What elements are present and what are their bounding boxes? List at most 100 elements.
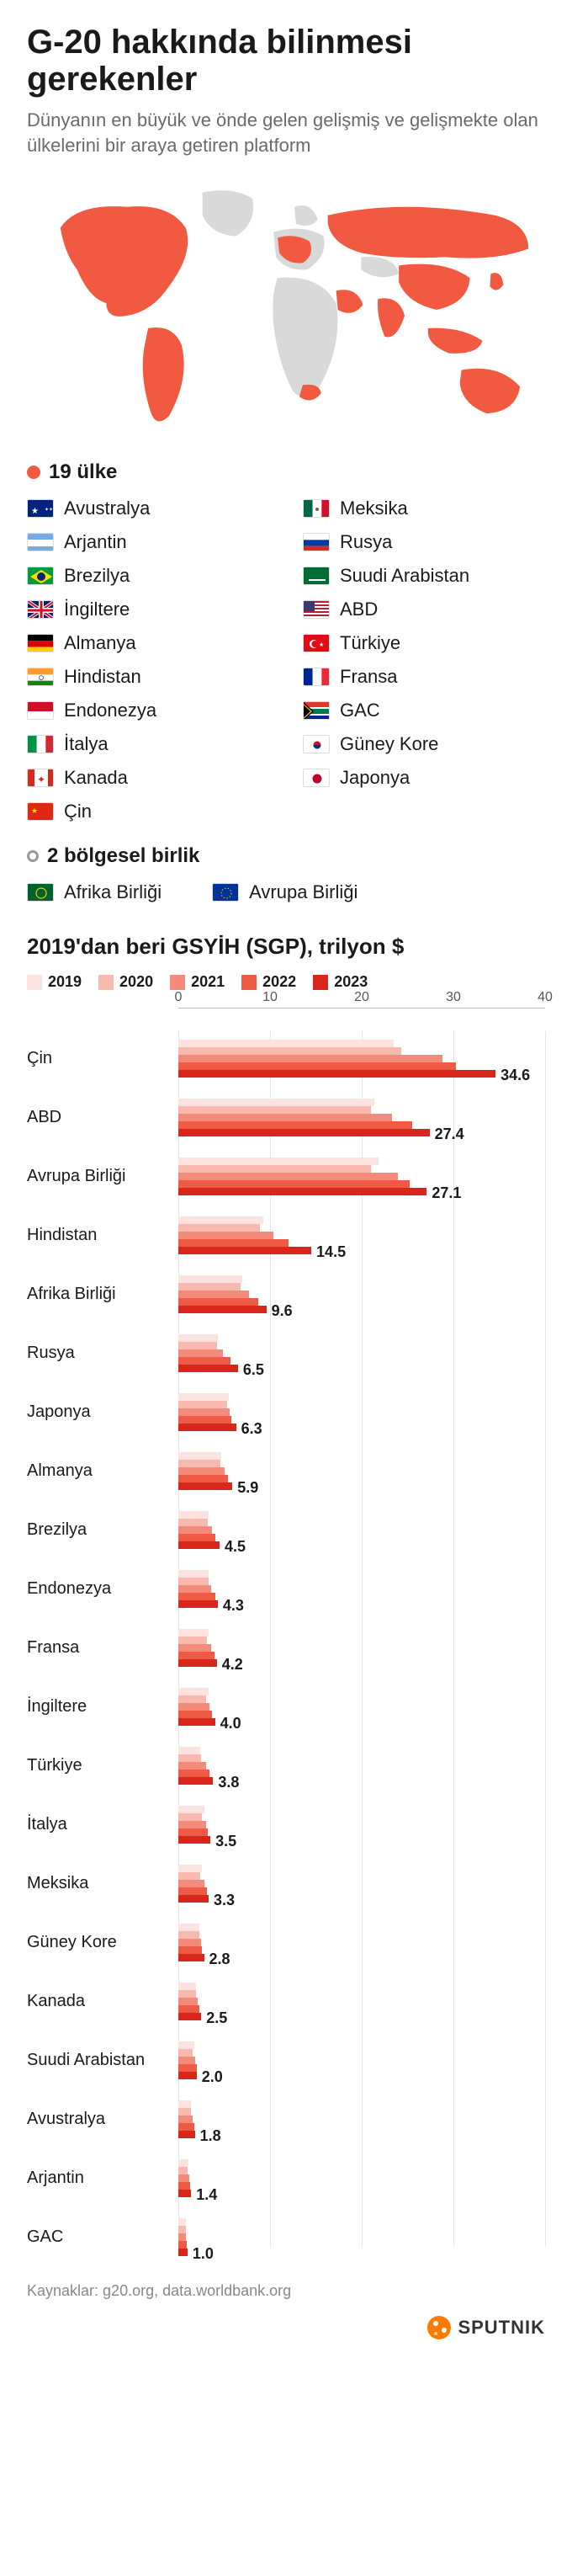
bar xyxy=(178,1541,220,1549)
bar xyxy=(178,2041,194,2049)
union-item: Avrupa Birliği xyxy=(212,881,358,903)
bar xyxy=(178,1401,227,1408)
row-label: ABD xyxy=(27,1108,178,1127)
svg-text:★: ★ xyxy=(31,806,38,815)
row-bars: 14.5 xyxy=(178,1216,545,1253)
row-label: Rusya xyxy=(27,1344,178,1363)
chart-row: Çin34.6 xyxy=(27,1040,545,1077)
row-bars: 2.8 xyxy=(178,1924,545,1961)
bar xyxy=(178,1887,207,1895)
country-name: Çin xyxy=(64,801,92,822)
chart-row: Japonya6.3 xyxy=(27,1393,545,1430)
bar xyxy=(178,1983,196,1990)
row-bars: 1.4 xyxy=(178,2159,545,2196)
country-name: Brezilya xyxy=(64,565,130,587)
bar xyxy=(178,1165,371,1173)
country-name: İtalya xyxy=(64,733,109,755)
row-label: Afrika Birliği xyxy=(27,1285,178,1304)
year-label: 2021 xyxy=(191,973,225,991)
countries-legend: 19 ülke xyxy=(27,460,545,484)
country-name: GAC xyxy=(340,700,380,721)
row-bars: 4.0 xyxy=(178,1688,545,1725)
flag-icon xyxy=(303,701,330,720)
row-bars: 6.5 xyxy=(178,1334,545,1371)
year-label: 2019 xyxy=(48,973,82,991)
chart-row: Kanada2.5 xyxy=(27,1983,545,2020)
year-legend-item: 2019 xyxy=(27,973,82,991)
bar xyxy=(178,1747,200,1754)
chart-row: İngiltere4.0 xyxy=(27,1688,545,1725)
country-grid: ★✦✦AvustralyaMeksikaArjantinRusyaBrezily… xyxy=(27,498,545,822)
row-label: İngiltere xyxy=(27,1697,178,1716)
bar xyxy=(178,1452,221,1460)
bar-value: 3.3 xyxy=(214,1892,235,1909)
sputnik-icon xyxy=(427,2316,451,2339)
bar xyxy=(178,2190,191,2197)
chart-row: Türkiye3.8 xyxy=(27,1747,545,1784)
country-name: Japonya xyxy=(340,767,410,789)
row-label: Almanya xyxy=(27,1461,178,1481)
brand-logo: SPUTNIK xyxy=(427,2316,545,2339)
bar xyxy=(178,1055,442,1062)
bar xyxy=(178,1688,209,1695)
bar xyxy=(178,1232,273,1239)
flag-icon: ★ xyxy=(27,802,54,821)
bar xyxy=(178,1629,209,1637)
row-label: Türkiye xyxy=(27,1756,178,1775)
country-name: Güney Kore xyxy=(340,733,438,755)
bar xyxy=(178,1585,211,1593)
chart-row: Avustralya1.8 xyxy=(27,2100,545,2137)
bar xyxy=(178,1939,201,1946)
bar xyxy=(178,2182,190,2190)
country-item: ✦Kanada xyxy=(27,767,269,789)
bar-value: 3.8 xyxy=(218,1774,239,1791)
flag-icon xyxy=(27,883,54,902)
bar xyxy=(178,1924,199,1931)
country-item: Meksika xyxy=(303,498,545,519)
flag-icon xyxy=(27,735,54,753)
axis-tick: 10 xyxy=(262,990,278,1005)
bar xyxy=(178,1711,212,1718)
sources-text: Kaynaklar: g20.org, data.worldbank.org xyxy=(27,2281,545,2302)
row-label: Hindistan xyxy=(27,1226,178,1245)
bar xyxy=(178,1828,208,1836)
bar xyxy=(178,1467,225,1475)
country-name: Avustralya xyxy=(64,498,150,519)
country-name: Kanada xyxy=(64,767,128,789)
unions-legend-label: 2 bölgesel birlik xyxy=(47,844,199,868)
bar xyxy=(178,2108,191,2116)
flag-icon xyxy=(27,701,54,720)
bar xyxy=(178,1099,374,1106)
bar xyxy=(178,1593,215,1600)
country-name: Rusya xyxy=(340,531,392,553)
legend-dot-icon xyxy=(27,850,39,862)
bar xyxy=(178,1216,263,1224)
row-label: Arjantin xyxy=(27,2169,178,2188)
bar xyxy=(178,1872,200,1880)
country-name: Fransa xyxy=(340,666,397,688)
bar xyxy=(178,2123,194,2131)
country-name: Suudi Arabistan xyxy=(340,565,469,587)
flag-icon xyxy=(303,668,330,686)
bar xyxy=(178,1777,213,1785)
year-label: 2020 xyxy=(119,973,153,991)
chart-row: Rusya6.5 xyxy=(27,1334,545,1371)
bar xyxy=(178,2072,197,2079)
bar xyxy=(178,1570,209,1578)
bar xyxy=(178,1070,495,1078)
bar-value: 1.0 xyxy=(193,2245,214,2263)
country-name: Arjantin xyxy=(64,531,127,553)
row-label: Meksika xyxy=(27,1874,178,1893)
bar xyxy=(178,1880,204,1887)
countries-legend-label: 19 ülke xyxy=(49,460,117,484)
country-item xyxy=(303,801,545,822)
country-item: GAC xyxy=(303,700,545,721)
row-label: Endonezya xyxy=(27,1579,178,1599)
chart-row: Fransa4.2 xyxy=(27,1629,545,1666)
chart-row: Hindistan14.5 xyxy=(27,1216,545,1253)
world-map xyxy=(27,178,545,437)
bar xyxy=(178,1578,209,1585)
bar xyxy=(178,1357,230,1365)
country-item: Almanya xyxy=(27,632,269,654)
swatch-icon xyxy=(313,975,328,990)
